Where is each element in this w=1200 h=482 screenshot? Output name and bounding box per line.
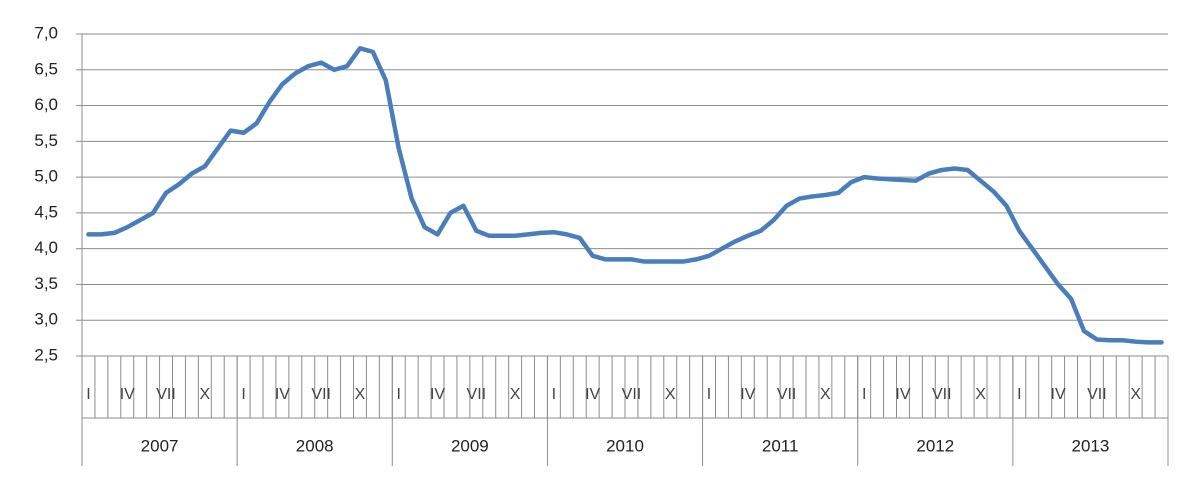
x-tick-label: X [1130,386,1141,403]
x-tick-label: VII [467,386,487,403]
y-tick-label: 7,0 [34,23,58,42]
x-tick-label: IV [1051,386,1066,403]
x-tick-label: X [665,386,676,403]
x-tick-label: I [707,386,711,403]
x-tick-label: X [975,386,986,403]
year-label: 2009 [451,436,489,455]
y-tick-label: 6,5 [34,59,58,78]
x-tick-label: IV [895,386,910,403]
x-tick-label: VII [932,386,952,403]
x-tick-label: I [86,386,90,403]
x-tick-label: X [510,386,521,403]
x-tick-label: IV [585,386,600,403]
y-tick-label: 4,5 [34,202,58,221]
y-tick-label: 2,5 [34,345,58,364]
x-tick-label: IV [275,386,290,403]
y-tick-label: 3,0 [34,310,58,329]
x-tick-label: IV [430,386,445,403]
year-label: 2011 [762,436,799,455]
x-tick-label: VII [622,386,642,403]
x-tick-label: VII [156,386,176,403]
x-tick-label: VII [311,386,331,403]
y-tick-label: 5,0 [34,167,58,186]
x-tick-label: I [1017,386,1021,403]
x-tick-label: I [397,386,401,403]
data-line [86,46,1164,345]
x-tick-label: VII [777,386,797,403]
x-tick-label: I [552,386,556,403]
x-tick-label: X [820,386,831,403]
y-tick-label: 6,0 [34,95,58,114]
x-tick-label: I [862,386,866,403]
x-tick-label: VII [1087,386,1107,403]
year-label: 2008 [296,436,334,455]
x-tick-label: IV [740,386,755,403]
x-tick-label: X [355,386,366,403]
x-tick-label: I [241,386,245,403]
year-label: 2007 [141,436,179,455]
y-tick-label: 4,0 [34,238,58,257]
year-label: 2010 [606,436,644,455]
y-tick-label: 3,5 [34,274,58,293]
year-label: 2013 [1072,436,1110,455]
x-tick-label: X [199,386,210,403]
x-tick-label: IV [120,386,135,403]
y-tick-label: 5,5 [34,131,58,150]
year-label: 2012 [916,436,954,455]
